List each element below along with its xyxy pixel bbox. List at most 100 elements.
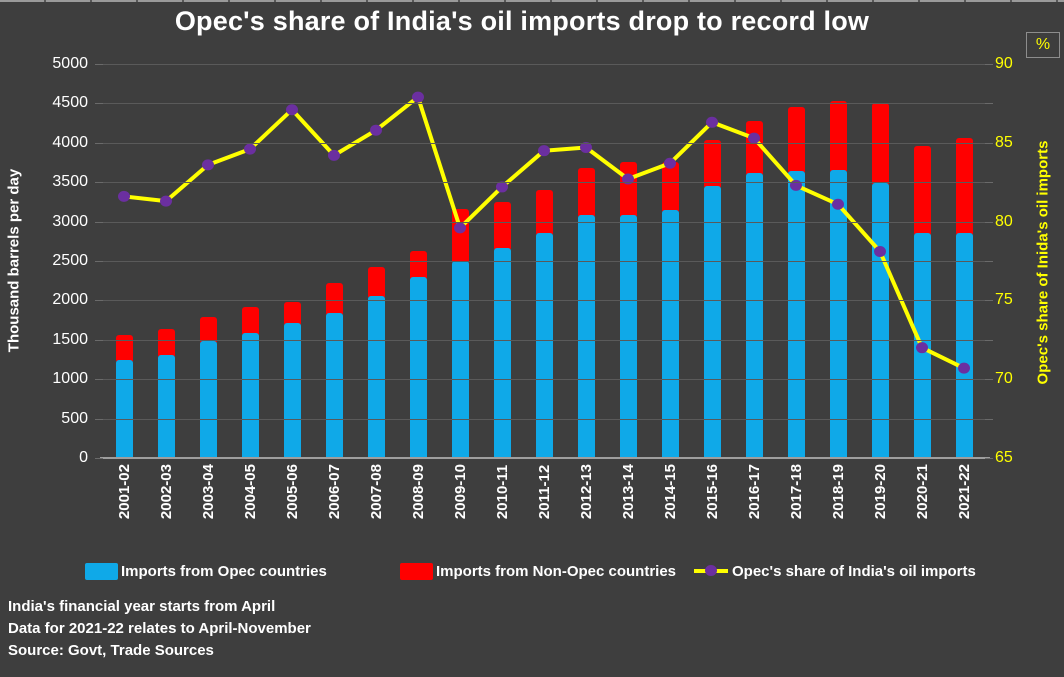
legend: Imports from Opec countries Imports from…	[0, 558, 1064, 584]
x-axis-label-2017-18: 2017-18	[775, 464, 817, 519]
left-axis-tick	[95, 418, 103, 420]
x-axis-label-text: 2019-20	[871, 464, 889, 520]
right-axis-tick	[985, 182, 993, 184]
non-opec-swatch-icon	[400, 562, 433, 580]
opec-segment	[535, 233, 553, 458]
stacked-bar-2018-19	[817, 64, 859, 458]
right-axis-tick-label: 70	[995, 370, 1013, 388]
left-axis-tick-label: 3500	[52, 173, 88, 191]
x-axis-label-text: 2021-22	[955, 464, 973, 520]
gridline-500	[103, 418, 985, 420]
non-opec-segment	[829, 100, 847, 174]
opec-segment	[703, 186, 721, 458]
gridline-4500	[103, 103, 985, 105]
plot-area	[103, 64, 985, 458]
x-axis-label-2009-10: 2009-10	[439, 464, 481, 519]
share-marker-2005-06	[286, 104, 298, 116]
x-axis-label-2005-06: 2005-06	[271, 464, 313, 519]
x-axis-line	[100, 457, 990, 459]
legend-label-opec: Imports from Opec countries	[121, 562, 327, 580]
x-axis-label-2012-13: 2012-13	[565, 464, 607, 519]
opec-segment	[661, 209, 679, 458]
right-axis-tick	[985, 221, 993, 223]
share-marker-2007-08	[370, 124, 382, 136]
legend-label-share: Opec's share of India's oil imports	[732, 562, 976, 580]
x-axis-label-text: 2010-11	[493, 464, 511, 520]
left-axis-tick	[95, 458, 103, 459]
stacked-bar-2007-08	[355, 64, 397, 458]
share-line	[123, 95, 965, 370]
left-axis-tick	[95, 142, 103, 144]
share-marker-2013-14	[622, 173, 634, 185]
non-opec-segment	[493, 201, 511, 252]
share-marker-2006-07	[328, 149, 340, 161]
x-axis-label-text: 2015-16	[703, 464, 721, 520]
stacked-bar-2005-06	[271, 64, 313, 458]
stacked-bar-2017-18	[775, 64, 817, 458]
opec-segment	[157, 354, 175, 458]
legend-item-non-opec: Imports from Non-Opec countries	[400, 558, 676, 584]
left-axis-tick-label: 3000	[52, 212, 88, 230]
right-axis-tick	[985, 64, 993, 65]
left-axis-tick-label: 1000	[52, 370, 88, 388]
opec-segment	[745, 172, 763, 458]
x-axis-label-2008-09: 2008-09	[397, 464, 439, 519]
share-marker-2011-12	[538, 145, 550, 157]
share-line-icon	[694, 565, 728, 576]
right-axis-tick-label: 65	[995, 449, 1013, 466]
x-axis-label-text: 2009-10	[451, 464, 469, 520]
x-axis-label-2011-12: 2011-12	[523, 464, 565, 519]
left-axis-tick	[95, 103, 103, 105]
x-axis-label-text: 2020-21	[913, 464, 931, 520]
opec-segment	[325, 313, 343, 458]
non-opec-segment	[955, 137, 973, 236]
gridline-4000	[103, 142, 985, 144]
opec-swatch-icon	[85, 562, 118, 580]
left-axis-tick-label: 4000	[52, 133, 88, 151]
opec-segment	[199, 341, 217, 458]
stacked-bar-2001-02	[103, 64, 145, 458]
right-axis-tick	[985, 458, 993, 459]
non-opec-segment	[871, 103, 889, 186]
gridline-2500	[103, 261, 985, 262]
x-axis-label-text: 2018-19	[829, 464, 847, 520]
opec-segment	[367, 296, 385, 458]
non-opec-segment	[115, 334, 133, 363]
right-axis-tick-label: 75	[995, 291, 1013, 309]
share-line-chart	[118, 91, 970, 374]
right-axis-tick	[985, 142, 993, 144]
left-axis-tick	[95, 300, 103, 302]
stacked-bar-2011-12	[523, 64, 565, 458]
share-marker-2021-22	[958, 362, 970, 374]
right-axis-tick	[985, 300, 993, 302]
x-axis-label-text: 2011-12	[535, 464, 553, 520]
window-edge-strip	[0, 0, 1064, 2]
share-marker-2004-05	[244, 143, 256, 155]
stacked-bar-2006-07	[313, 64, 355, 458]
x-axis-label-2019-20: 2019-20	[859, 464, 901, 519]
left-axis-tick	[95, 64, 103, 65]
right-axis-tick	[985, 339, 993, 341]
stacked-bar-2003-04	[187, 64, 229, 458]
non-opec-segment	[283, 301, 301, 327]
x-axis-label-text: 2012-13	[577, 464, 595, 520]
stacked-bar-2014-15	[649, 64, 691, 458]
right-axis-tick	[985, 418, 993, 420]
left-axis-tick	[95, 379, 103, 381]
x-axis-label-text: 2005-06	[283, 464, 301, 520]
right-axis-tick-label: 85	[995, 133, 1013, 151]
x-axis-label-text: 2003-04	[199, 464, 217, 520]
x-axis-label-text: 2013-14	[619, 464, 637, 520]
x-axis-labels: 2001-02 2002-03 2003-04 2004-05 2005-06 2006-…	[103, 464, 985, 519]
opec-segment	[787, 171, 805, 458]
right-axis-tick	[985, 379, 993, 381]
x-axis-label-2016-17: 2016-17	[733, 464, 775, 519]
right-axis-tick-label: 80	[995, 212, 1013, 230]
x-axis-label-2007-08: 2007-08	[355, 464, 397, 519]
opec-segment	[619, 214, 637, 458]
left-axis-tick-label: 2000	[52, 291, 88, 309]
legend-item-share: Opec's share of India's oil imports	[694, 558, 976, 584]
left-axis-tick	[95, 182, 103, 184]
share-marker-2020-21	[916, 342, 928, 354]
left-axis-tick	[95, 221, 103, 223]
